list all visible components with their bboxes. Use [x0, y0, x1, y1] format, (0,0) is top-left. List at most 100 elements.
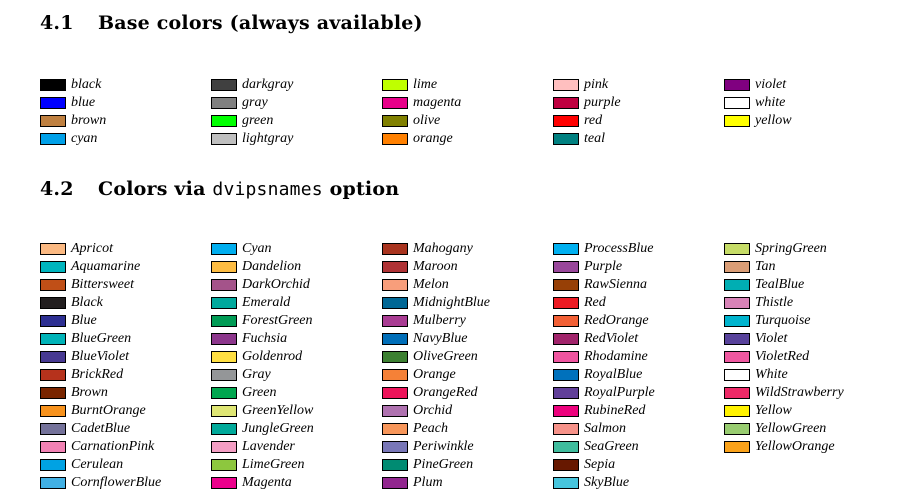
- color-column: Mahogany Maroon Melon MidnightBlue Mulberry N…: [382, 240, 552, 492]
- color-name: Periwinkle: [413, 439, 474, 454]
- color-column: pink purple red teal: [553, 76, 723, 148]
- color-entry: PineGreen: [382, 456, 552, 474]
- color-entry: Salmon: [553, 420, 723, 438]
- color-entry: BrickRed: [40, 366, 210, 384]
- color-swatch: [211, 133, 237, 145]
- color-name: yellow: [755, 113, 792, 128]
- color-swatch: [382, 333, 408, 345]
- color-name: Brown: [71, 385, 108, 400]
- color-name: lime: [413, 77, 438, 92]
- color-swatch: [40, 243, 66, 255]
- color-name: RoyalBlue: [584, 367, 643, 382]
- color-entry: Maroon: [382, 258, 552, 276]
- color-swatch: [382, 79, 408, 91]
- color-entry: Periwinkle: [382, 438, 552, 456]
- color-entry: Melon: [382, 276, 552, 294]
- color-name: GreenYellow: [242, 403, 314, 418]
- color-entry: Yellow: [724, 402, 894, 420]
- color-name: VioletRed: [755, 349, 810, 364]
- color-swatch: [724, 405, 750, 417]
- color-name: Cyan: [242, 241, 272, 256]
- color-name: Cerulean: [71, 457, 124, 472]
- color-swatch: [211, 351, 237, 363]
- color-swatch: [724, 315, 750, 327]
- color-swatch: [553, 97, 579, 109]
- color-entry: violet: [724, 76, 894, 94]
- color-swatch: [211, 261, 237, 273]
- color-swatch: [40, 441, 66, 453]
- section-title-code: dvipsnames: [212, 179, 323, 200]
- color-entry: Orange: [382, 366, 552, 384]
- color-name: BlueViolet: [71, 349, 130, 364]
- color-entry: Violet: [724, 330, 894, 348]
- color-swatch: [40, 333, 66, 345]
- color-name: Salmon: [584, 421, 626, 436]
- color-name: DarkOrchid: [242, 277, 310, 292]
- color-entry: Bittersweet: [40, 276, 210, 294]
- color-name: darkgray: [242, 77, 294, 92]
- color-swatch: [382, 133, 408, 145]
- color-swatch: [553, 115, 579, 127]
- color-entry: CornflowerBlue: [40, 474, 210, 492]
- color-name: Gray: [242, 367, 271, 382]
- color-entry: White: [724, 366, 894, 384]
- color-entry: darkgray: [211, 76, 381, 94]
- color-entry: Sepia: [553, 456, 723, 474]
- color-swatch: [382, 351, 408, 363]
- color-swatch: [553, 405, 579, 417]
- color-entry: pink: [553, 76, 723, 94]
- color-swatch: [40, 79, 66, 91]
- section-number: 4.1: [40, 12, 74, 34]
- color-entry: olive: [382, 112, 552, 130]
- color-entry: gray: [211, 94, 381, 112]
- color-entry: blue: [40, 94, 210, 112]
- color-entry: Plum: [382, 474, 552, 492]
- color-swatch: [553, 351, 579, 363]
- color-entry: DarkOrchid: [211, 276, 381, 294]
- color-entry: lightgray: [211, 130, 381, 148]
- color-entry: LimeGreen: [211, 456, 381, 474]
- color-swatch: [211, 243, 237, 255]
- color-entry: Lavender: [211, 438, 381, 456]
- color-entry: Green: [211, 384, 381, 402]
- color-entry: red: [553, 112, 723, 130]
- color-swatch: [724, 115, 750, 127]
- color-entry: RawSienna: [553, 276, 723, 294]
- color-name: Melon: [413, 277, 449, 292]
- color-swatch: [211, 115, 237, 127]
- color-entry: lime: [382, 76, 552, 94]
- section-title-prefix: Colors via: [98, 178, 213, 200]
- color-column: violet white yellow: [724, 76, 894, 130]
- color-swatch: [40, 387, 66, 399]
- color-swatch: [211, 441, 237, 453]
- section-title-text: Base colors (always available): [98, 12, 423, 34]
- color-swatch: [553, 297, 579, 309]
- color-name: red: [584, 113, 603, 128]
- color-entry: CadetBlue: [40, 420, 210, 438]
- color-swatch: [724, 243, 750, 255]
- color-entry: black: [40, 76, 210, 94]
- color-name: lightgray: [242, 131, 294, 146]
- color-entry: Black: [40, 294, 210, 312]
- color-swatch: [724, 441, 750, 453]
- color-swatch: [382, 315, 408, 327]
- color-name: Black: [71, 295, 103, 310]
- color-entry: RubineRed: [553, 402, 723, 420]
- color-name: TealBlue: [755, 277, 805, 292]
- color-entry: purple: [553, 94, 723, 112]
- color-name: white: [755, 95, 786, 110]
- color-swatch: [211, 477, 237, 489]
- color-entry: Thistle: [724, 294, 894, 312]
- color-swatch: [553, 333, 579, 345]
- color-swatch: [382, 477, 408, 489]
- color-entry: BurntOrange: [40, 402, 210, 420]
- color-entry: Tan: [724, 258, 894, 276]
- color-entry: JungleGreen: [211, 420, 381, 438]
- color-name: Plum: [413, 475, 443, 490]
- color-entry: Apricot: [40, 240, 210, 258]
- color-swatch: [553, 133, 579, 145]
- color-entry: Fuchsia: [211, 330, 381, 348]
- color-entry: Orchid: [382, 402, 552, 420]
- color-name: RubineRed: [584, 403, 646, 418]
- color-name: green: [242, 113, 274, 128]
